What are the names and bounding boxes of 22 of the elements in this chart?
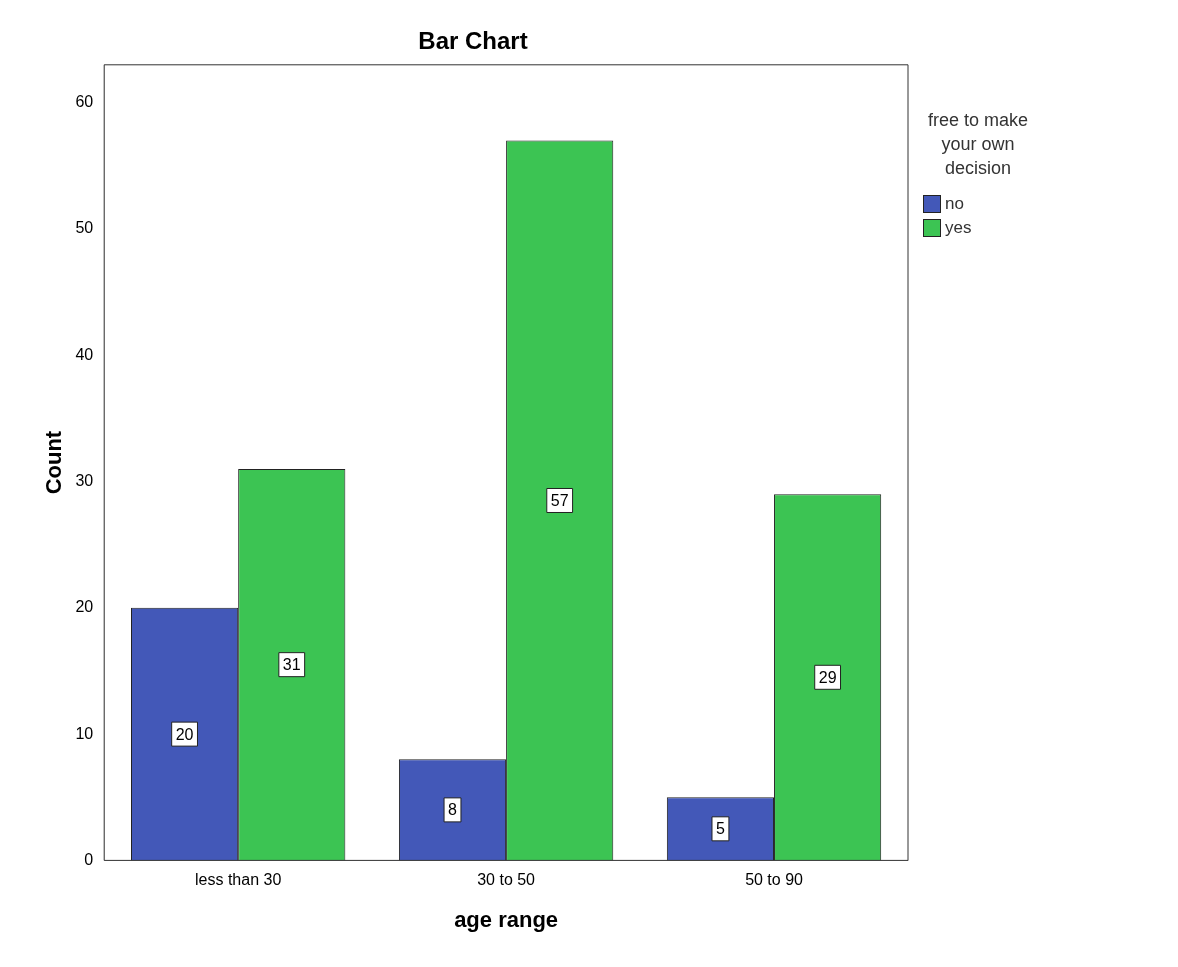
y-tick-label: 10 xyxy=(75,724,94,742)
data-label: 29 xyxy=(818,668,837,686)
y-tick-label: 0 xyxy=(84,850,94,868)
data-label: 20 xyxy=(175,725,194,743)
x-tick-label: less than 30 xyxy=(195,871,282,889)
x-tick-label: 30 to 50 xyxy=(477,871,536,889)
legend-label: no xyxy=(945,194,964,214)
data-label: 57 xyxy=(550,491,569,509)
x-tick-label: 50 to 90 xyxy=(745,871,804,889)
y-tick-label: 30 xyxy=(75,471,94,489)
y-tick-label: 40 xyxy=(75,345,94,363)
y-tick-label: 50 xyxy=(75,219,94,237)
y-tick-label: 60 xyxy=(75,93,94,111)
data-label: 31 xyxy=(282,656,301,674)
data-label: 8 xyxy=(448,801,458,819)
data-label: 5 xyxy=(715,820,725,838)
chart-title: Bar Chart xyxy=(418,27,528,55)
y-tick-label: 20 xyxy=(75,598,94,616)
y-axis-title: Count xyxy=(41,430,67,495)
legend-label: yes xyxy=(945,218,972,238)
x-axis-title: age range xyxy=(454,906,559,932)
legend-title: free to make your own decision xyxy=(926,109,1029,180)
